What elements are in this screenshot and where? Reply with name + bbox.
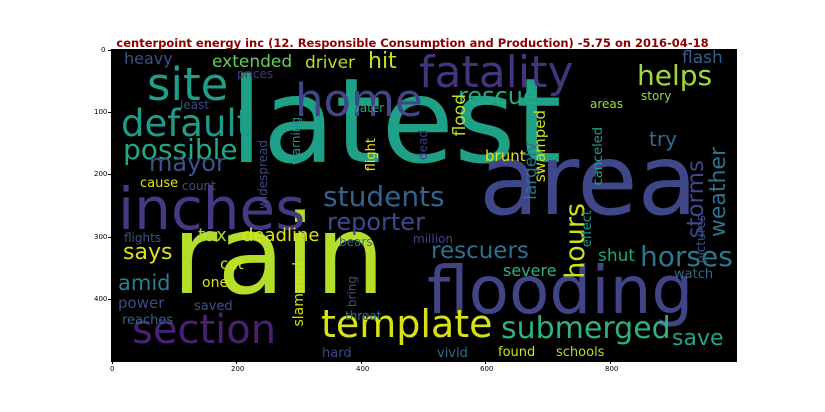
- x-tick-label: 200: [231, 365, 245, 373]
- chart-title: centerpoint energy inc (12. Responsible …: [116, 36, 709, 50]
- cloud-word: rain: [172, 191, 385, 319]
- cloud-word: possible: [123, 133, 238, 166]
- y-tick-mark: [108, 112, 111, 113]
- cloud-word: one: [202, 275, 229, 291]
- cloud-word: least: [180, 98, 210, 112]
- cloud-word: weather: [706, 147, 731, 238]
- cloud-word: bears: [339, 235, 373, 249]
- cloud-word: power: [118, 294, 165, 312]
- cloud-word: horses: [640, 240, 733, 273]
- x-tick-mark: [112, 361, 113, 364]
- cloud-word: fatality: [419, 49, 574, 98]
- cloud-word: save: [672, 326, 724, 351]
- cloud-word: saved: [194, 299, 233, 314]
- x-tick-label: 400: [356, 365, 370, 373]
- cloud-word: story: [641, 89, 672, 103]
- cloud-word: dead: [416, 130, 430, 160]
- cloud-word: mayor: [149, 149, 226, 177]
- cloud-word: brunt: [485, 147, 526, 165]
- cloud-word: bring: [345, 276, 359, 308]
- cloud-word: warning: [289, 117, 303, 166]
- word-cloud: latest area rain flooding inches fatality site…: [112, 50, 736, 361]
- cloud-word: slammed: [291, 262, 307, 327]
- cloud-word: canceled: [591, 127, 606, 186]
- cloud-word: effect: [580, 210, 595, 248]
- cloud-word: rescue: [458, 82, 538, 110]
- cloud-word: try: [649, 127, 677, 151]
- cloud-word: widespread: [256, 140, 270, 210]
- cloud-word: section: [132, 307, 277, 353]
- cloud-word: watch: [674, 267, 714, 282]
- word-cloud-canvas: latest area rain flooding inches fatality site…: [111, 49, 737, 362]
- cloud-word: count: [182, 179, 216, 193]
- cloud-word: flight: [364, 138, 379, 172]
- y-tick-mark: [108, 299, 111, 300]
- cloud-word: says: [123, 240, 173, 265]
- cloud-word: default: [121, 102, 252, 145]
- cloud-word: heavy: [124, 49, 173, 68]
- x-tick-label: 0: [110, 365, 115, 373]
- cloud-word: pictures: [694, 215, 708, 264]
- cloud-word: home: [295, 74, 423, 127]
- y-tick-label: 100: [94, 108, 108, 116]
- cloud-word: inches: [118, 175, 306, 243]
- x-tick-mark: [610, 361, 611, 364]
- cloud-word: site: [147, 58, 229, 111]
- cloud-word: found: [498, 345, 536, 360]
- cloud-word: tax: [198, 225, 227, 246]
- cloud-word: latest: [230, 52, 562, 190]
- cloud-word: area: [479, 124, 698, 238]
- cloud-word: reporter: [327, 208, 425, 236]
- x-tick-label: 800: [605, 365, 619, 373]
- cloud-word: cause: [140, 176, 179, 191]
- y-tick-label: 0: [101, 46, 106, 54]
- cloud-word: cut: [220, 255, 244, 273]
- cloud-word: threat: [345, 309, 382, 323]
- cloud-word: severe: [503, 261, 557, 280]
- y-tick-label: 200: [94, 170, 108, 178]
- cloud-word: swamped: [531, 110, 549, 183]
- cloud-word: flash: [682, 49, 723, 68]
- cloud-word: hard: [322, 346, 352, 361]
- cloud-word: million: [413, 232, 453, 246]
- x-tick-mark: [236, 361, 237, 364]
- cloud-word: vivid: [437, 346, 468, 361]
- cloud-word: reaches: [122, 313, 174, 328]
- cloud-word: extended: [212, 52, 293, 72]
- y-tick-mark: [108, 50, 111, 51]
- cloud-word: amid: [118, 271, 171, 295]
- cloud-word: rescuers: [431, 238, 529, 264]
- cloud-word: driver: [305, 53, 356, 73]
- cloud-word: helps: [637, 59, 713, 92]
- cloud-word: schools: [556, 345, 605, 360]
- cloud-word: hit: [368, 49, 397, 74]
- y-tick-label: 400: [94, 295, 108, 303]
- cloud-word: flood: [450, 94, 470, 137]
- cloud-word: water: [350, 101, 385, 115]
- cloud-word: prices: [237, 67, 274, 81]
- y-tick-mark: [108, 237, 111, 238]
- x-tick-mark: [361, 361, 362, 364]
- cloud-word: deadline: [242, 225, 320, 246]
- y-tick-label: 300: [94, 233, 108, 241]
- cloud-word: flights: [124, 231, 162, 245]
- cloud-word: areas: [590, 97, 624, 111]
- x-tick-mark: [485, 361, 486, 364]
- cloud-word: template: [321, 302, 493, 346]
- cloud-word: flooding: [427, 252, 694, 329]
- cloud-word: submerged: [501, 311, 671, 346]
- cloud-word: students: [323, 180, 445, 213]
- cloud-word: shut: [598, 246, 636, 266]
- x-tick-label: 600: [480, 365, 494, 373]
- y-tick-mark: [108, 174, 111, 175]
